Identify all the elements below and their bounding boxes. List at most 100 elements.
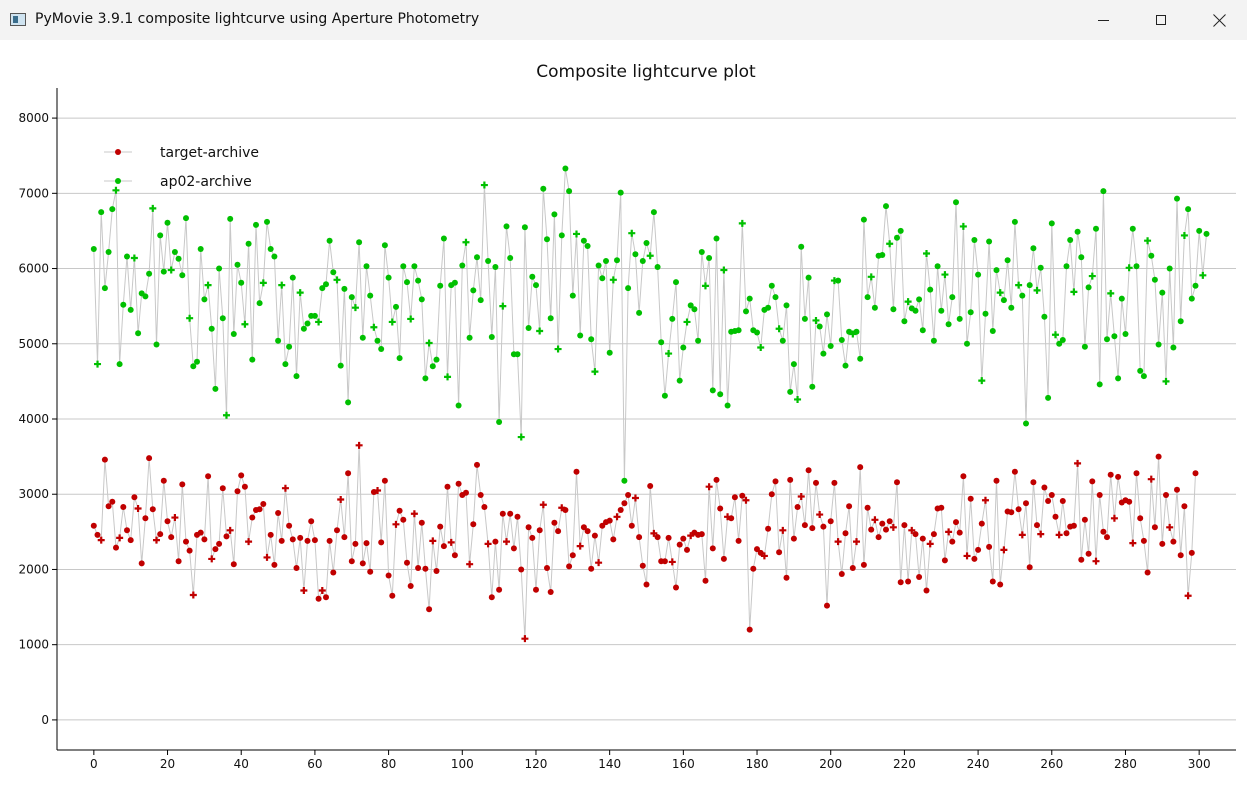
data-point <box>720 266 728 274</box>
data-point <box>673 584 679 591</box>
data-point <box>197 529 204 536</box>
data-point <box>735 537 742 544</box>
data-point <box>591 532 598 539</box>
data-point <box>1115 473 1122 480</box>
data-point <box>1184 592 1192 600</box>
data-point <box>981 496 989 504</box>
data-point <box>101 285 108 292</box>
data-point <box>927 286 934 293</box>
data-point <box>1074 459 1082 467</box>
minimize-button[interactable] <box>1074 0 1132 40</box>
data-point <box>127 537 134 544</box>
data-point <box>820 523 827 530</box>
data-point <box>499 510 506 517</box>
data-point <box>599 522 606 529</box>
data-point <box>171 514 179 522</box>
y-tick-label: 6000 <box>18 262 49 276</box>
x-tick-label: 280 <box>1114 757 1137 771</box>
data-point <box>415 277 422 284</box>
data-point <box>562 165 569 172</box>
data-point <box>668 558 676 566</box>
data-point <box>960 473 967 480</box>
x-tick-label: 40 <box>234 757 249 771</box>
data-point <box>857 355 864 362</box>
data-point <box>146 270 153 277</box>
maximize-button[interactable] <box>1132 0 1190 40</box>
data-point <box>959 222 967 230</box>
data-point <box>311 312 318 319</box>
data-point <box>525 325 532 331</box>
lightcurve-plot[interactable]: Composite lightcurve plot 01000200030004… <box>0 40 1247 789</box>
data-point <box>1118 295 1125 302</box>
data-point <box>171 249 178 255</box>
data-point <box>794 504 801 510</box>
data-point <box>400 516 407 523</box>
data-point <box>1008 509 1015 516</box>
data-point <box>588 565 595 572</box>
data-point <box>120 504 127 510</box>
data-point <box>631 494 639 502</box>
data-point <box>422 375 429 382</box>
data-point <box>300 587 308 595</box>
data-point <box>916 296 923 303</box>
data-point <box>1180 231 1188 239</box>
data-point <box>1107 289 1115 297</box>
data-point <box>989 328 996 334</box>
data-point <box>164 518 171 525</box>
data-point <box>1185 206 1192 213</box>
data-point <box>183 538 189 545</box>
data-point <box>728 515 735 522</box>
data-point <box>429 537 437 545</box>
data-point <box>834 538 842 546</box>
data-point <box>650 209 657 216</box>
close-icon <box>1213 14 1226 27</box>
data-point <box>669 315 676 322</box>
data-point <box>352 540 359 547</box>
data-point <box>835 277 842 284</box>
data-point <box>1070 522 1077 529</box>
data-point <box>1096 492 1103 498</box>
data-point <box>484 540 492 548</box>
data-point <box>278 537 285 544</box>
data-point <box>230 561 237 568</box>
data-point <box>993 477 1000 484</box>
data-point <box>934 263 941 270</box>
data-point <box>1067 237 1074 243</box>
data-point <box>1192 470 1199 477</box>
data-point <box>868 526 875 533</box>
y-tick-label: 3000 <box>18 487 49 501</box>
data-point <box>488 334 495 340</box>
data-point <box>1063 530 1070 537</box>
data-point <box>249 356 256 363</box>
data-point <box>639 562 646 569</box>
data-point <box>609 276 617 284</box>
data-point <box>956 315 963 322</box>
maximize-icon <box>1156 15 1166 25</box>
data-point <box>595 262 602 269</box>
data-point <box>422 565 429 572</box>
data-point <box>646 252 654 260</box>
data-point <box>1026 564 1033 571</box>
data-point <box>566 188 573 195</box>
data-point <box>805 274 812 281</box>
grid-lines <box>57 117 1236 721</box>
data-point <box>842 530 849 537</box>
data-point <box>551 211 558 218</box>
data-point <box>315 318 323 326</box>
data-point <box>167 266 175 274</box>
data-point <box>142 293 149 300</box>
data-point <box>1048 220 1055 227</box>
data-point <box>418 296 425 303</box>
data-point <box>757 549 764 556</box>
data-point <box>890 306 897 313</box>
data-point <box>411 263 418 270</box>
data-point <box>639 258 646 264</box>
data-point <box>474 254 480 261</box>
close-button[interactable] <box>1190 0 1247 40</box>
data-point <box>820 350 827 357</box>
data-point <box>698 249 705 255</box>
data-point <box>1085 284 1092 291</box>
x-tick-label: 160 <box>672 757 695 771</box>
data-point <box>632 251 639 258</box>
data-point <box>643 581 650 588</box>
